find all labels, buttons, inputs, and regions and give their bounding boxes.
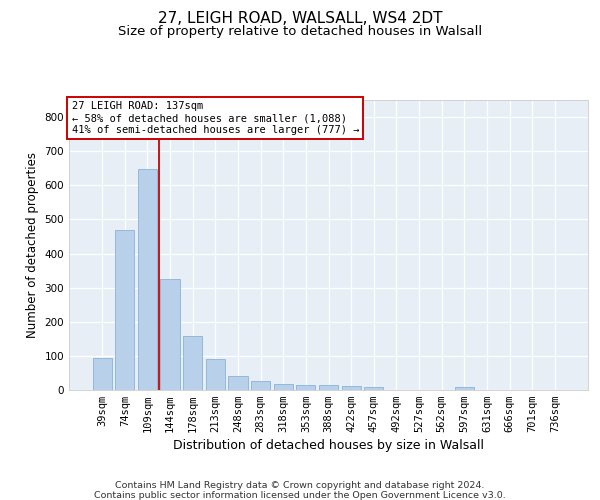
Bar (92, 358, 112, 390)
Text: 27, LEIGH ROAD, WALSALL, WS4 2DT: 27, LEIGH ROAD, WALSALL, WS4 2DT (158, 11, 442, 26)
Bar (229, 376, 248, 390)
Bar (319, 385, 338, 390)
Bar (115, 230, 134, 390)
Text: Size of property relative to detached houses in Walsall: Size of property relative to detached ho… (118, 25, 482, 38)
Bar (296, 385, 316, 390)
Bar (183, 336, 202, 390)
X-axis label: Distribution of detached houses by size in Walsall: Distribution of detached houses by size … (173, 440, 484, 452)
Bar (138, 169, 157, 390)
Text: Contains public sector information licensed under the Open Government Licence v3: Contains public sector information licen… (94, 491, 506, 500)
Bar (274, 384, 293, 390)
Y-axis label: Number of detached properties: Number of detached properties (26, 152, 39, 338)
Bar (160, 279, 180, 390)
Bar (341, 386, 361, 390)
Text: 27 LEIGH ROAD: 137sqm
← 58% of detached houses are smaller (1,088)
41% of semi-d: 27 LEIGH ROAD: 137sqm ← 58% of detached … (71, 102, 359, 134)
Bar (455, 388, 474, 390)
Bar (206, 358, 225, 390)
Bar (364, 387, 383, 390)
Bar (251, 382, 270, 390)
Text: Contains HM Land Registry data © Crown copyright and database right 2024.: Contains HM Land Registry data © Crown c… (115, 481, 485, 490)
